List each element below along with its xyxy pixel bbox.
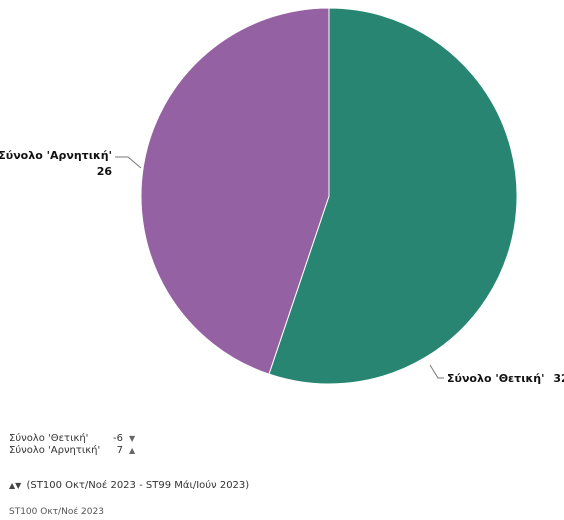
pie-chart: Σύνολο 'Αρνητική' 26 Σύνολο 'Θετική' 32: [0, 7, 564, 385]
summary-row-negative: Σύνολο 'Αρνητική' 7 ▲: [9, 445, 135, 457]
footer-wave-label: ST100 Οκτ/Νοέ 2023: [9, 507, 104, 517]
summary-row-positive: Σύνολο 'Θετική' -6 ▼: [9, 433, 135, 445]
summary-change: 7: [116, 445, 123, 456]
summary-change: -6: [113, 433, 123, 444]
summary-name: Σύνολο 'Αρνητική': [9, 445, 101, 456]
leader-line-negative: [115, 156, 142, 169]
slice-label-positive-value: 32: [553, 372, 564, 385]
pie-slice-positive: [268, 7, 518, 385]
slice-label-negative-value: 26: [97, 165, 113, 178]
pie-slices: [140, 7, 518, 385]
up-down-arrows-icon: ▲▼: [9, 481, 22, 490]
change-summary: Σύνολο 'Θετική' -6 ▼ Σύνολο 'Αρνητική' 7…: [9, 433, 135, 457]
summary-name: Σύνολο 'Θετική': [9, 433, 89, 444]
comparison-period: ▲▼ (ST100 Οκτ/Νοέ 2023 - ST99 Μάι/Ιούν 2…: [9, 480, 249, 491]
slice-label-negative-name: Σύνολο 'Αρνητική': [0, 149, 112, 162]
slice-label-positive: Σύνολο 'Θετική' 32: [447, 372, 564, 385]
slice-label-positive-name: Σύνολο 'Θετική': [447, 372, 545, 385]
leader-line-positive: [429, 364, 444, 379]
pie-labels: Σύνολο 'Αρνητική' 26 Σύνολο 'Θετική' 32: [0, 149, 564, 385]
triangle-down-icon: ▼: [129, 434, 136, 443]
triangle-up-icon: ▲: [129, 446, 136, 455]
comparison-period-text: (ST100 Οκτ/Νοέ 2023 - ST99 Μάι/Ιούν 2023…: [26, 480, 250, 491]
pie-slice-negative: [140, 7, 330, 375]
